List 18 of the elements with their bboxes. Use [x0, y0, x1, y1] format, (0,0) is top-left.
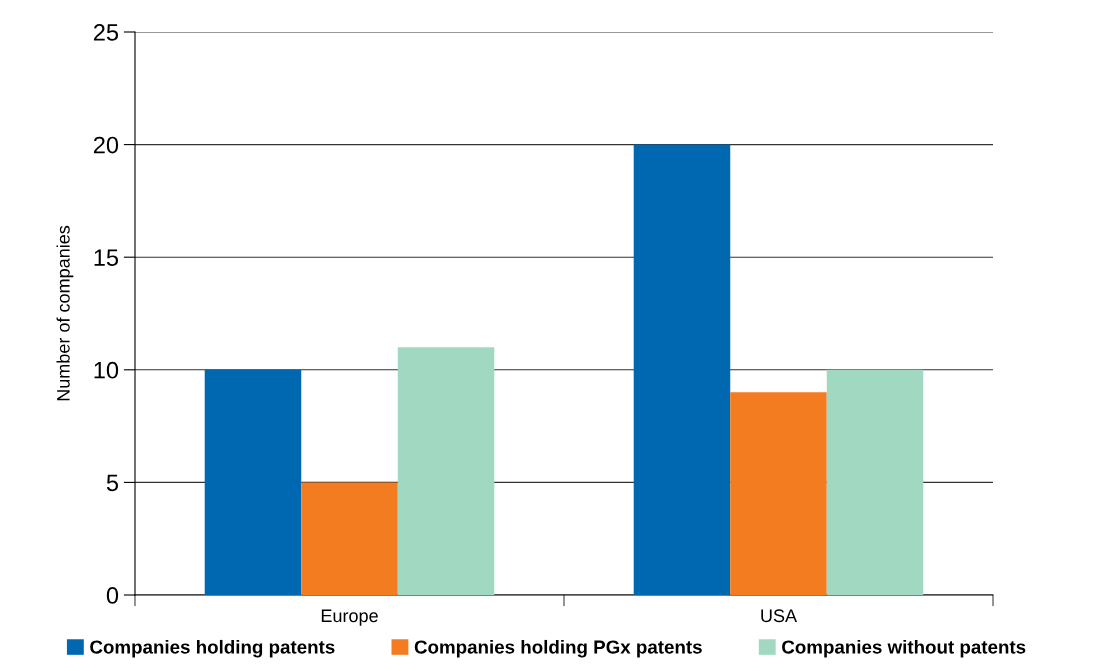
legend-label: Companies holding patents [90, 639, 335, 658]
y-tick-label: 20 [93, 136, 119, 154]
x-tick-label: USA [761, 609, 798, 623]
y-axis-title: Number of companies [56, 225, 74, 401]
legend-label: Companies holding PGx patents [414, 639, 702, 658]
bar [633, 144, 731, 595]
y-tick-label: 0 [106, 587, 119, 604]
bar [397, 347, 495, 595]
y-tick-label: 25 [93, 24, 119, 41]
bar [826, 369, 924, 595]
bar [301, 482, 398, 595]
x-tick-label: Europe [321, 609, 378, 626]
y-tick-label: 5 [106, 474, 119, 492]
y-tick-label: 15 [94, 249, 119, 266]
y-tick-label: 10 [94, 361, 119, 379]
bar [204, 369, 302, 595]
legend-label: Companies without patents [782, 639, 1026, 658]
bar [730, 392, 827, 595]
